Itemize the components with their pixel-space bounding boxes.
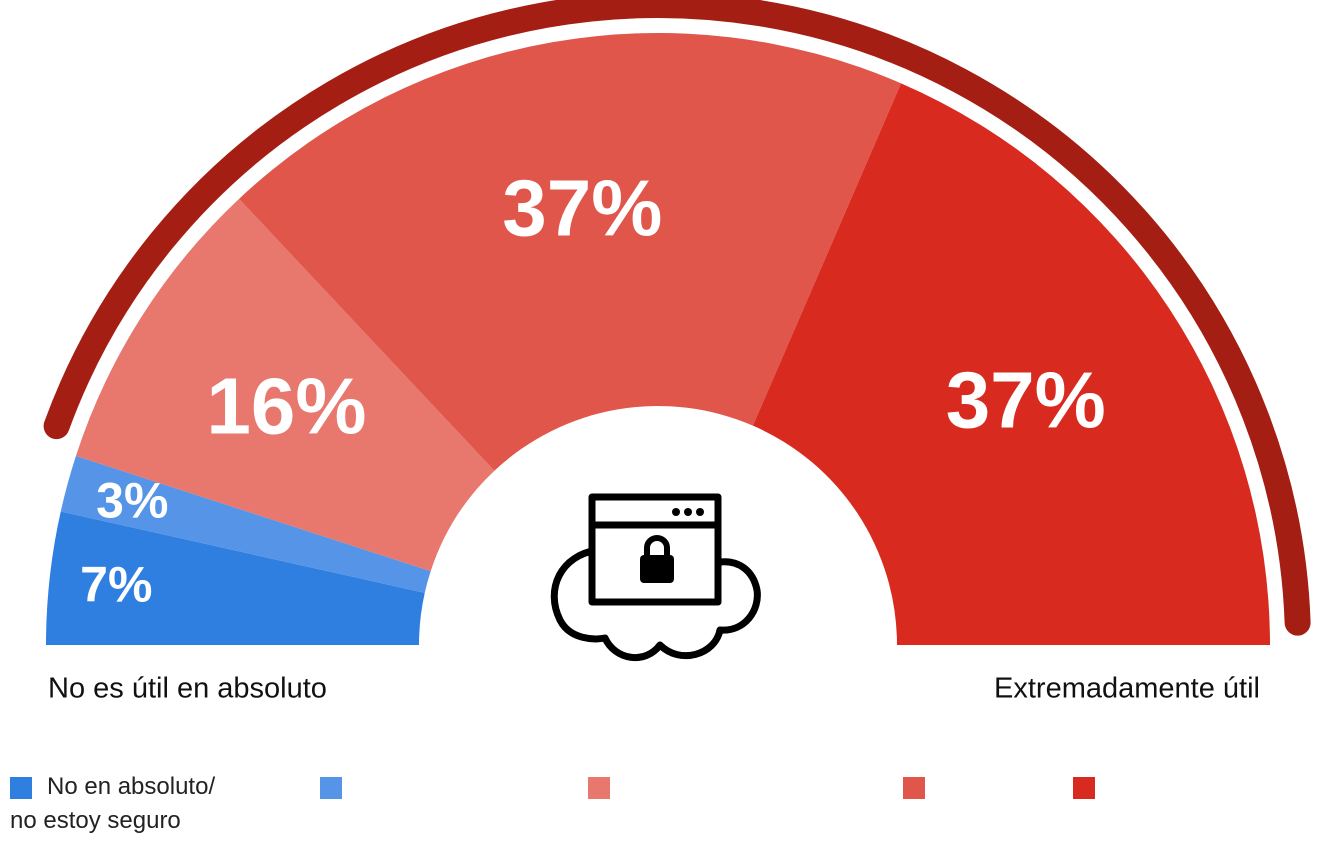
slice: [239, 33, 902, 471]
outer-arc: [43, 0, 1311, 636]
legend-label: No en absoluto/no estoy seguro: [10, 773, 215, 834]
value-label: 16%: [206, 361, 366, 450]
legend-swatch: [903, 777, 925, 799]
left-label: No es útil en absoluto: [48, 673, 327, 705]
legend-swatch: [320, 777, 342, 799]
value-label: 37%: [502, 164, 662, 253]
center-icon-details: [640, 508, 704, 583]
value-label: 7%: [80, 556, 152, 612]
value-label: 37%: [946, 356, 1106, 445]
slice: [75, 198, 495, 572]
slice: [46, 511, 425, 645]
slice: [752, 83, 1270, 645]
legend-swatch: [10, 777, 32, 799]
legend-swatch: [1073, 777, 1095, 799]
legend-swatch: [588, 777, 610, 799]
value-label: 3%: [96, 472, 168, 528]
slice: [60, 455, 431, 593]
right-label: Extremadamente útil: [994, 673, 1260, 705]
